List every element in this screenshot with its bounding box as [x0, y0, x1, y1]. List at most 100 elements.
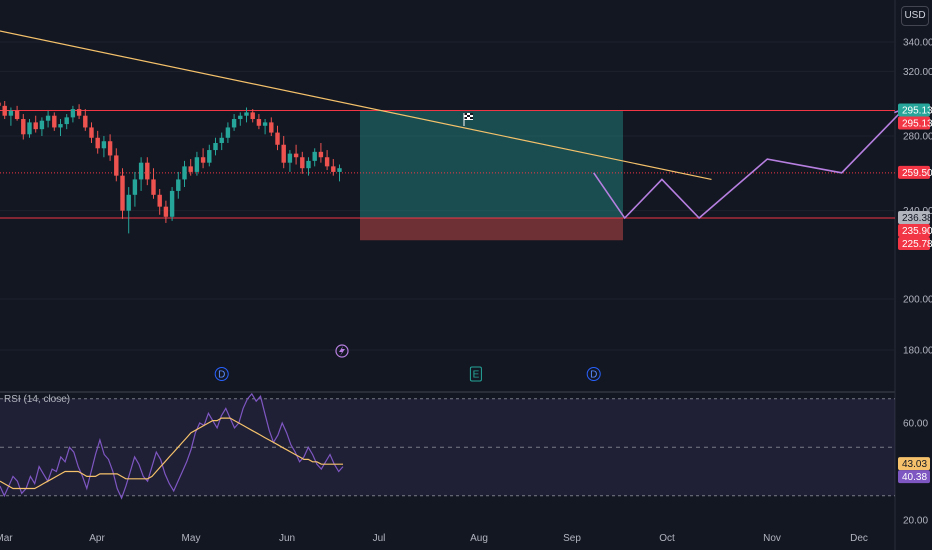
- price-tag-label: 295.13: [902, 119, 932, 130]
- candle-body: [39, 120, 45, 130]
- stop-zone[interactable]: [360, 218, 623, 241]
- price-tag: [898, 237, 930, 251]
- price-tag: [898, 165, 930, 179]
- time-tick-label: Nov: [763, 533, 781, 544]
- price-tick-label: 340.00: [903, 38, 932, 49]
- time-tick-label: Jun: [279, 533, 295, 544]
- candle-body: [45, 115, 51, 121]
- trendline[interactable]: [0, 30, 712, 181]
- candle-body: [107, 141, 113, 156]
- price-tag-label: 225.78: [902, 239, 932, 250]
- time-axis[interactable]: Mar Apr May Jun Jul Aug Sep Oct Nov Dec: [0, 533, 868, 544]
- candle-body: [70, 109, 76, 118]
- candle-body: [312, 151, 317, 161]
- candle-body: [52, 115, 57, 128]
- time-tick-label: Dec: [850, 533, 868, 544]
- currency-button[interactable]: USD: [901, 6, 929, 26]
- candle-body: [163, 206, 169, 217]
- candle-body: [76, 109, 82, 116]
- candle-body: [8, 110, 14, 116]
- candle-body: [188, 166, 193, 172]
- price-tick-label: 280.00: [903, 132, 932, 143]
- candle-body: [151, 179, 156, 195]
- candle-body: [83, 115, 88, 128]
- candle-body: [244, 112, 249, 116]
- time-tick-label: Oct: [659, 533, 675, 544]
- rsi-tick-label: 60.00: [903, 419, 928, 430]
- candle-body: [262, 122, 268, 126]
- rsi-ma-line: [0, 417, 343, 490]
- rsi-tag-label: 40.38: [902, 472, 927, 483]
- rsi-ma-tag-label: 43.03: [902, 459, 927, 470]
- candle-body: [275, 132, 280, 145]
- candle-body: [318, 151, 324, 158]
- event-markers[interactable]: DEDE: [214, 366, 932, 382]
- candle-body: [219, 137, 224, 143]
- dividend-marker[interactable]: [586, 367, 601, 381]
- price-tag: [898, 224, 930, 238]
- flag-marker[interactable]: [463, 113, 473, 126]
- candle-body: [157, 194, 162, 207]
- candle-body: [269, 122, 274, 133]
- pane-separator[interactable]: [0, 391, 895, 393]
- price-tick-label: 180.00: [903, 346, 932, 357]
- lightning-icon[interactable]: [335, 344, 349, 358]
- time-tick-label: Apr: [89, 533, 105, 544]
- dividend-label: D: [218, 370, 225, 381]
- candle-body: [145, 162, 150, 180]
- price-tag-label: 236.38: [902, 213, 932, 224]
- candle-body: [2, 105, 7, 116]
- trendline-segment[interactable]: [0, 30, 712, 181]
- candle-body: [126, 194, 131, 211]
- candle-body: [114, 155, 119, 176]
- rsi-band: [0, 398, 895, 497]
- price-grid: [0, 41, 895, 351]
- candle-body: [300, 157, 305, 169]
- price-tag-label: 259.50: [902, 168, 932, 179]
- candle-body: [14, 110, 20, 120]
- candle-body: [169, 190, 175, 217]
- candle-body: [58, 124, 63, 128]
- candle-body: [231, 119, 237, 128]
- rsi-axis[interactable]: 60.00 20.00 43.03 40.38: [898, 419, 930, 527]
- candle-body: [213, 142, 218, 151]
- profit-zone[interactable]: [360, 110, 623, 219]
- candle-body: [33, 122, 38, 130]
- time-tick-label: Sep: [563, 533, 581, 544]
- price-tag-label: 235.90: [902, 226, 932, 237]
- time-tick-label: Mar: [0, 533, 13, 544]
- time-tick-label: May: [182, 533, 201, 544]
- rsi-ma-tag: [898, 457, 930, 471]
- candle-body: [27, 122, 32, 135]
- candle-body: [101, 141, 107, 149]
- candle-body: [281, 144, 286, 163]
- rsi-tick-label: 20.00: [903, 516, 928, 527]
- candle-body: [132, 179, 138, 195]
- dividend-label: D: [590, 370, 597, 381]
- time-tick-label: Jul: [373, 533, 386, 544]
- candle-body: [207, 150, 212, 163]
- candle-body: [306, 160, 311, 169]
- long-position-tool[interactable]: [360, 110, 623, 241]
- news-marker[interactable]: [335, 344, 349, 358]
- rsi-line: [0, 392, 344, 500]
- candle-body: [293, 153, 299, 158]
- candle-body: [238, 115, 243, 120]
- price-tick-label: 200.00: [903, 294, 932, 305]
- candle-body: [331, 166, 336, 172]
- candle-body: [138, 162, 144, 180]
- earnings-marker[interactable]: [469, 366, 482, 382]
- candle-body: [64, 117, 69, 125]
- dividend-marker[interactable]: [214, 367, 229, 381]
- price-tick-label: 320.00: [903, 67, 932, 78]
- rsi-legend[interactable]: RSI (14, close): [4, 394, 71, 405]
- candle-body: [225, 127, 231, 138]
- candle-body: [287, 153, 293, 163]
- horizontal-levels[interactable]: [0, 110, 895, 219]
- projection-line[interactable]: [593, 108, 905, 220]
- price-tag: [898, 103, 930, 117]
- candle-body: [95, 137, 100, 149]
- candle-body: [89, 127, 94, 138]
- candle-body: [200, 157, 206, 163]
